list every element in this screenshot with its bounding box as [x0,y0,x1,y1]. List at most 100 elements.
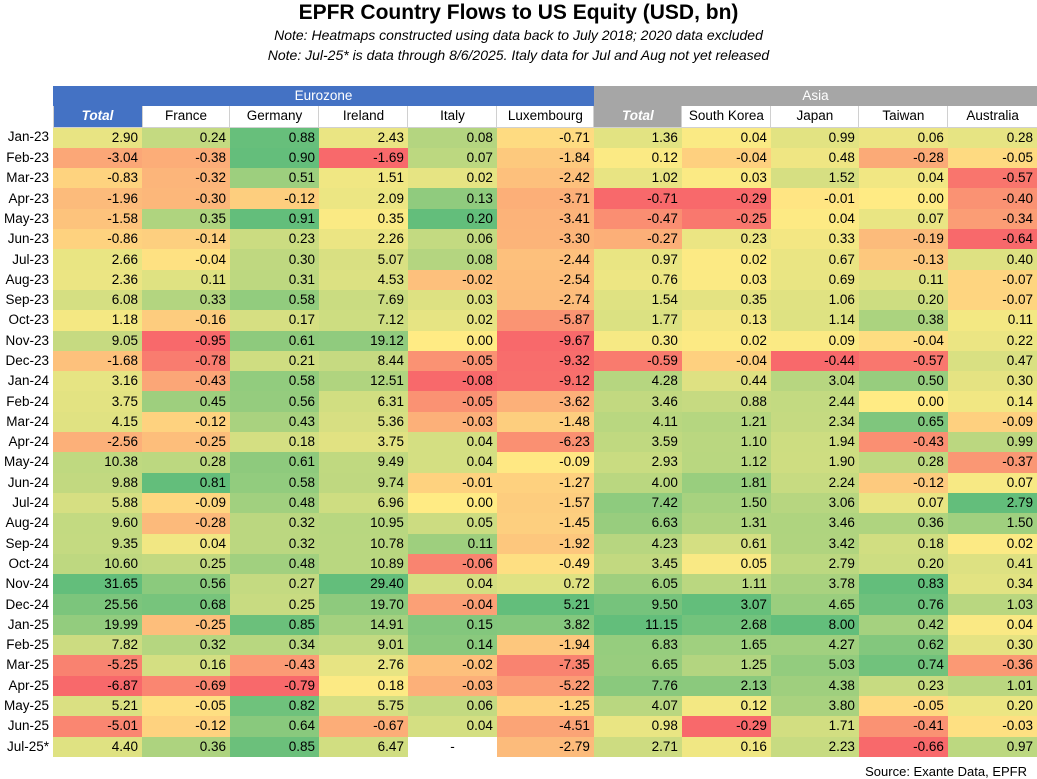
heatmap-cell: 1.03 [947,594,1037,615]
heatmap-cell: 3.82 [496,614,594,636]
heatmap-cell: -0.02 [407,269,497,290]
heatmap-cell: 0.51 [229,168,319,189]
heatmap-cell: -5.01 [53,716,142,737]
heatmap-cell: 2.26 [318,229,408,250]
heatmap-cell: -2.56 [53,432,142,453]
table-row: Mar-24 4.15 -0.12 0.43 5.36 -0.03 -1.48 4.11 1.2… [0,411,1037,433]
heatmap-cell: 0.09 [770,330,859,351]
heatmap-cell: 4.15 [53,411,142,433]
heatmap-cell: -2.74 [496,289,594,311]
heatmap-cell: -0.04 [858,330,948,351]
heatmap-cell: -0.04 [681,147,771,169]
heatmap-cell: 9.50 [593,594,682,615]
heatmap-cell: 0.22 [947,330,1037,351]
heatmap-cell: 0.61 [681,533,771,554]
heatmap-cell: 5.07 [318,249,408,270]
heatmap-cell: -3.04 [53,147,142,169]
group-header-eurozone: Eurozone [53,86,594,107]
table-row: Dec-24 25.56 0.68 0.25 19.70 -0.04 5.21 9.50 3.0… [0,594,1037,615]
heatmap-cell: 0.06 [858,127,948,148]
heatmap-cell: 0.45 [142,391,230,412]
heatmap-cell: -0.95 [142,330,230,351]
heatmap-cell: 0.16 [681,736,771,757]
table-row: Mar-25 -5.25 0.16 -0.43 2.76 -0.02 -7.35 6.65 1.… [0,655,1037,676]
heatmap-cell: 2.44 [770,391,859,412]
heatmap-cell: 0.04 [858,168,948,189]
table-row: Nov-24 31.65 0.56 0.27 29.40 0.04 0.72 6.05 1.11… [0,574,1037,595]
heatmap-cell: -0.12 [142,716,230,737]
heatmap-cell: 0.48 [770,147,859,169]
heatmap-cell: 0.43 [229,411,319,433]
table-row: Sep-23 6.08 0.33 0.58 7.69 0.03 -2.74 1.54 0.35 1… [0,289,1037,311]
heatmap-cell: -0.29 [681,188,771,209]
heatmap-cell: 4.53 [318,269,408,290]
row-label: Apr-23 [0,188,54,209]
heatmap-cell: 0.11 [407,533,497,554]
heatmap-cell: -0.05 [407,391,497,412]
row-label: Oct-24 [0,553,54,575]
table-row: Feb-24 3.75 0.45 0.56 6.31 -0.05 -3.62 3.46 0.88… [0,391,1037,412]
heatmap-cell: 0.04 [407,452,497,473]
heatmap-cell: -3.62 [496,391,594,412]
column-header-south-korea: South Korea [681,106,771,128]
heatmap-cell: 2.93 [593,452,682,473]
heatmap-cell: 0.28 [858,452,948,473]
heatmap-cell: -0.66 [858,736,948,757]
heatmap-cell: 0.30 [947,635,1037,656]
heatmap-cell: 0.07 [858,492,948,514]
heatmap-cell: 6.31 [318,391,408,412]
heatmap-cell: -5.87 [496,310,594,331]
heatmap-cell: 0.35 [681,289,771,311]
heatmap-cell: 0.82 [229,695,319,717]
heatmap-cell: -0.86 [53,229,142,250]
note-heatmap-construction: Note: Heatmaps constructed using data ba… [274,27,763,43]
heatmap-cell: -0.07 [947,269,1037,290]
heatmap-cell: 5.88 [53,492,142,514]
heatmap-cell: 0.13 [407,188,497,209]
row-label: Jan-24 [0,371,54,392]
heatmap-cell: 10.38 [53,452,142,473]
heatmap-cell: -6.87 [53,675,142,696]
heatmap-cell: -0.09 [142,492,230,514]
heatmap-cell: -0.04 [681,350,771,372]
table-row: Sep-24 9.35 0.04 0.32 10.78 0.11 -1.92 4.23 0.61… [0,533,1037,554]
row-label: Sep-23 [0,289,54,311]
row-label: Jun-24 [0,472,54,493]
row-label: Feb-23 [0,147,54,169]
heatmap-cell: 0.24 [142,127,230,148]
heatmap-cell: 5.36 [318,411,408,433]
heatmap-cell: 0.32 [229,513,319,534]
heatmap-cell: 2.68 [681,614,771,636]
heatmap-cell: 0.02 [407,310,497,331]
heatmap-cell: 10.95 [318,513,408,534]
heatmap-cell: -0.19 [858,229,948,250]
heatmap-cell: -1.94 [496,635,594,656]
heatmap-cell: 0.04 [947,614,1037,636]
heatmap-cell: 3.07 [681,594,771,615]
heatmap-cell: 9.88 [53,472,142,493]
heatmap-cell: -0.25 [142,614,230,636]
note-data-through: Note: Jul-25* is data through 8/6/2025. … [267,47,770,63]
heatmap-cell: -2.54 [496,269,594,290]
heatmap-cell: 6.83 [593,635,682,656]
heatmap-cell: -1.25 [496,695,594,717]
heatmap-cell: -0.36 [947,655,1037,676]
heatmap-cell: -0.03 [407,675,497,696]
column-header-japan: Japan [770,106,859,128]
group-header-asia: Asia [593,86,1037,107]
heatmap-cell: 0.02 [681,330,771,351]
heatmap-cell: 3.06 [770,492,859,514]
heatmap-cell: 0.97 [593,249,682,270]
heatmap-cell: 0.30 [947,371,1037,392]
table-row: May-25 5.21 -0.05 0.82 5.75 0.06 -1.25 4.07 0.12… [0,695,1037,717]
heatmap-cell: 0.42 [858,614,948,636]
heatmap-cell: 1.90 [770,452,859,473]
heatmap-cell: -0.71 [593,188,682,209]
chart-title: EPFR Country Flows to US Equity (USD, bn… [298,1,739,24]
heatmap-cell: -1.45 [496,513,594,534]
heatmap-cell: -0.25 [142,432,230,453]
table-row: Feb-25 7.82 0.32 0.34 9.01 0.14 -1.94 6.83 1.65 4… [0,635,1037,656]
heatmap-cell: -0.05 [142,695,230,717]
heatmap-cell: 2.90 [53,127,142,148]
heatmap-cell: 0.08 [407,127,497,148]
